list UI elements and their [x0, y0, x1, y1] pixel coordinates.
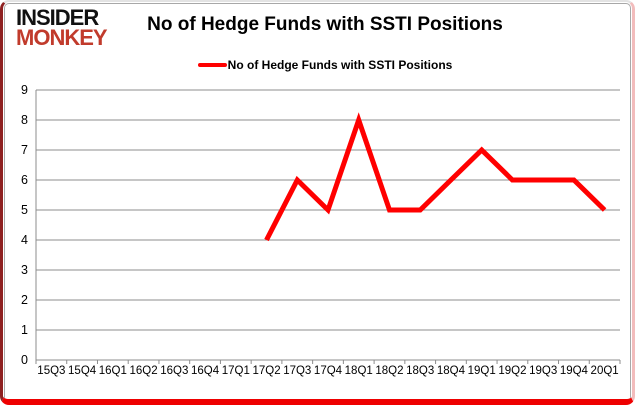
x-axis-tick-label: 15Q3	[37, 365, 65, 377]
x-axis-tick-label: 17Q1	[222, 365, 250, 377]
x-axis-tick-label: 16Q1	[99, 365, 127, 377]
x-axis-tick-label: 16Q2	[130, 365, 158, 377]
y-axis-tick-label: 3	[21, 263, 28, 277]
y-axis-tick-label: 8	[21, 113, 28, 127]
x-axis-tick-label: 16Q3	[160, 365, 188, 377]
x-axis-tick-label: 18Q1	[345, 365, 373, 377]
x-axis-tick-label: 17Q2	[252, 365, 280, 377]
chart-title: No of Hedge Funds with SSTI Positions	[147, 14, 503, 35]
y-axis-tick-label: 2	[21, 293, 28, 307]
x-axis-tick-label: 17Q4	[314, 365, 343, 377]
y-axis-tick-label: 0	[21, 353, 28, 367]
x-axis-tick-label: 20Q1	[591, 365, 619, 377]
y-axis-tick-label: 9	[21, 83, 28, 97]
x-axis-tick-label: 19Q2	[498, 365, 526, 377]
x-axis-tick-label: 18Q4	[437, 365, 466, 377]
x-axis-tick-label: 19Q4	[560, 365, 589, 377]
x-axis-tick-label: 18Q3	[406, 365, 434, 377]
chart-legend: No of Hedge Funds with SSTI Positions	[36, 58, 614, 72]
x-axis-tick-label: 19Q3	[529, 365, 557, 377]
series-line	[264, 112, 607, 242]
insider-monkey-logo: INSIDER MONKEY	[16, 5, 108, 50]
x-axis-tick-label: 15Q4	[68, 365, 97, 377]
y-axis-tick-label: 1	[21, 323, 28, 337]
x-axis-tick-label: 17Q3	[283, 365, 311, 377]
x-axis-tick-label: 16Q4	[191, 365, 220, 377]
y-axis-tick-label: 7	[21, 143, 28, 157]
y-axis-tick-label: 6	[21, 173, 28, 187]
y-axis-tick-label: 4	[21, 233, 28, 247]
logo-word-monkey: MONKEY	[16, 25, 108, 50]
legend-label: No of Hedge Funds with SSTI Positions	[227, 58, 453, 72]
x-axis-tick-label: 18Q2	[375, 365, 403, 377]
logo-word-insider: INSIDER	[16, 5, 99, 30]
y-axis-tick-label: 5	[21, 203, 28, 217]
legend-line-swatch	[197, 62, 227, 67]
x-axis-tick-label: 19Q1	[468, 365, 496, 377]
